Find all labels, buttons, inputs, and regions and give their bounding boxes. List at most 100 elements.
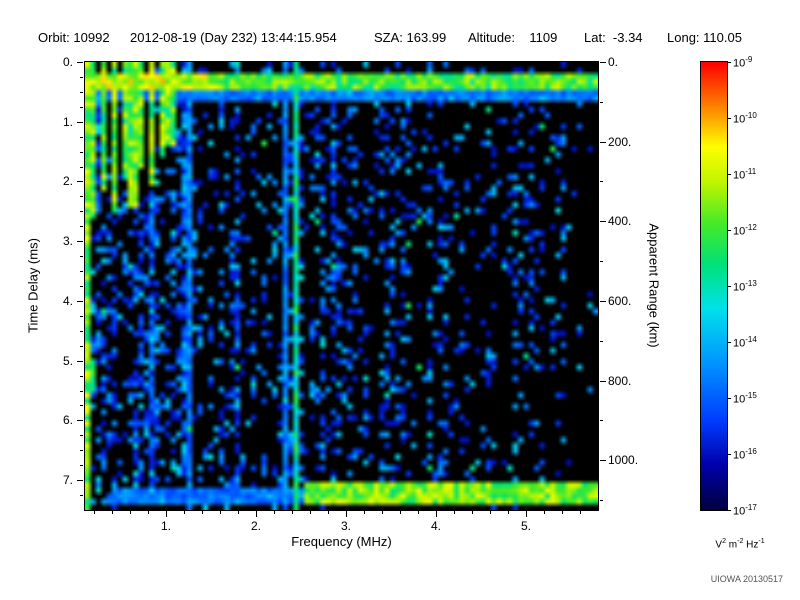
y-minor-tick	[80, 166, 83, 168]
x-minor-tick	[580, 511, 581, 514]
x-major-tick	[436, 511, 437, 517]
colorbar-tick-label: 10-11	[733, 167, 757, 182]
y2-minor-tick	[600, 420, 603, 422]
altitude-value: Altitude: 1109	[468, 30, 558, 45]
y-major-tick	[77, 300, 83, 302]
y-major-tick	[77, 360, 83, 362]
y2-tick-label: 400.	[608, 214, 632, 229]
y2-minor-tick	[600, 101, 603, 103]
y-major-tick	[77, 62, 83, 63]
x-minor-tick	[328, 511, 329, 514]
y-tick-label: 4.	[62, 293, 73, 308]
x-minor-tick	[472, 511, 473, 514]
y-minor-tick	[80, 136, 83, 138]
y2-major-tick	[600, 141, 606, 143]
colorbar-tick-label: 10-13	[733, 279, 757, 294]
colorbar-tick	[728, 454, 731, 455]
x-minor-tick	[400, 511, 401, 514]
colorbar-tick	[728, 62, 731, 63]
colorbar-tick	[728, 230, 731, 231]
y-minor-tick	[80, 286, 83, 287]
colorbar-tick-label: 10-10	[733, 111, 757, 126]
x-tick-label: 2.	[250, 519, 261, 533]
latitude-value: Lat: -3.34	[584, 30, 643, 45]
x-minor-tick	[130, 511, 131, 514]
y-tick-label: 6.	[62, 413, 73, 428]
y-minor-tick	[80, 76, 83, 78]
y-minor-tick	[80, 91, 83, 93]
y2-minor-tick	[600, 500, 603, 502]
y-minor-tick	[80, 271, 83, 273]
x-minor-tick	[94, 511, 95, 514]
colorbar-gradient	[701, 62, 727, 510]
longitude-value: Long: 110.05	[667, 30, 742, 45]
x-minor-tick	[220, 511, 221, 514]
y-major-tick	[77, 420, 83, 422]
y2-major-tick	[600, 300, 606, 302]
x-minor-tick	[418, 511, 419, 514]
x-minor-tick	[490, 511, 491, 514]
y2-minor-tick	[600, 261, 603, 263]
y-minor-tick	[80, 256, 83, 258]
x-minor-tick	[562, 511, 563, 514]
colorbar-tick-label: 10-14	[733, 335, 757, 350]
x-minor-tick	[310, 511, 311, 514]
x-tick-label: 4.	[430, 519, 441, 533]
y2-axis-title: Apparent Range (km)	[646, 223, 662, 348]
colorbar-tick	[728, 118, 731, 119]
y-minor-tick	[80, 435, 83, 437]
colorbar-tick	[728, 286, 731, 287]
colorbar-tick-label: 10-9	[733, 55, 753, 70]
x-tick-label: 3.	[340, 519, 351, 533]
y-minor-tick	[80, 450, 83, 452]
x-minor-tick	[148, 511, 149, 514]
y-tick-label: 1.	[62, 114, 73, 129]
y2-tick-label: 600.	[608, 293, 632, 308]
colorbar	[700, 61, 728, 511]
y-minor-tick	[80, 405, 83, 407]
y-minor-tick	[80, 390, 83, 392]
y2-tick-label: 0.	[608, 55, 619, 69]
colorbar-tick-label: 10-15	[733, 391, 757, 406]
y-minor-tick	[80, 151, 83, 153]
y-minor-tick	[80, 226, 83, 228]
x-major-tick	[526, 511, 527, 517]
y-major-tick	[77, 181, 83, 183]
y-minor-tick	[80, 345, 83, 347]
x-minor-tick	[544, 511, 545, 514]
orbit-value: Orbit: 10992	[38, 30, 110, 45]
colorbar-tick-label: 10-16	[733, 447, 757, 462]
y-minor-tick	[80, 375, 83, 377]
y-minor-tick	[80, 465, 83, 467]
colorbar-tick	[728, 342, 731, 343]
y-tick-label: 2.	[62, 174, 73, 189]
x-axis-title: Frequency (MHz)	[291, 534, 392, 549]
y2-major-tick	[600, 460, 606, 462]
x-minor-tick	[292, 511, 293, 514]
y2-tick-label: 200.	[608, 134, 632, 149]
colorbar-tick	[728, 398, 731, 399]
y2-major-tick	[600, 380, 606, 382]
y-minor-tick	[80, 315, 83, 317]
y2-major-tick	[600, 62, 606, 63]
colorbar-tick-label: 10-17	[733, 503, 757, 518]
y-minor-tick	[80, 211, 83, 213]
y2-minor-tick	[600, 181, 603, 183]
colorbar-tick-label: 10-12	[733, 223, 757, 238]
x-tick-label: 1.	[160, 519, 171, 533]
x-minor-tick	[508, 511, 509, 514]
watermark: UIOWA 20130517	[710, 574, 783, 584]
x-minor-tick	[364, 511, 365, 514]
y-minor-tick	[80, 106, 83, 108]
x-minor-tick	[382, 511, 383, 514]
x-minor-tick	[112, 511, 113, 514]
y-tick-label: 0.	[62, 55, 73, 69]
colorbar-tick	[728, 510, 731, 511]
y-minor-tick	[80, 495, 83, 497]
y2-tick-label: 1000.	[608, 453, 639, 468]
spectrogram-canvas	[85, 62, 598, 510]
x-minor-tick	[238, 511, 239, 514]
y-major-tick	[77, 121, 83, 123]
plot-frame	[84, 61, 599, 511]
